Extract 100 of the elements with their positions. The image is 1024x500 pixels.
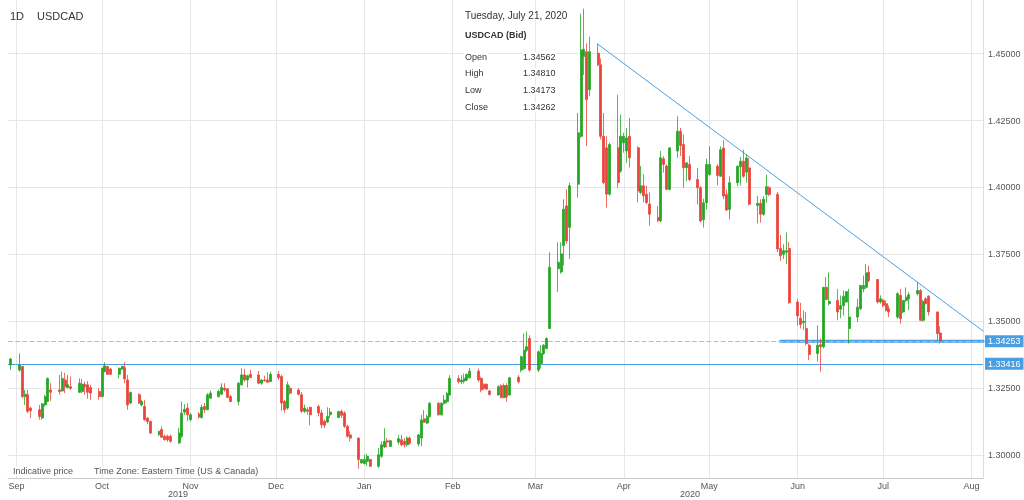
candlestick	[936, 311, 939, 342]
candlestick	[565, 188, 568, 245]
candlestick	[739, 156, 742, 186]
candlestick	[716, 164, 719, 186]
candlestick	[876, 278, 879, 305]
annotation: USDCAD (Bid)	[465, 29, 527, 40]
candlestick	[118, 367, 121, 379]
text: USDCAD	[37, 9, 84, 22]
candlestick	[86, 380, 89, 400]
candlestick	[808, 343, 811, 361]
x-tick-label: Oct	[95, 480, 110, 491]
annotation: Tuesday, July 21, 2020	[465, 9, 568, 21]
candlestick	[836, 288, 839, 321]
candlestick	[488, 389, 491, 396]
candlestick	[9, 357, 12, 371]
candlestick	[805, 311, 808, 346]
text: 2019	[167, 488, 189, 499]
annotation: Open	[465, 51, 488, 62]
candlestick	[825, 276, 828, 301]
candlestick	[802, 310, 805, 331]
data-label: 1.34253	[988, 336, 1021, 347]
candlestick	[657, 205, 660, 223]
candlestick	[286, 381, 289, 411]
candlestick	[628, 117, 631, 169]
candlestick	[839, 294, 842, 319]
candlestick	[676, 115, 679, 159]
candlestick	[246, 374, 249, 388]
candlestick	[220, 382, 223, 396]
candlestick	[548, 251, 551, 329]
x-tick-label: Aug	[963, 480, 980, 491]
candlestick	[169, 434, 172, 444]
candlestick	[369, 458, 372, 468]
x-tick-label: Sep	[8, 480, 25, 491]
annotation: Close	[465, 101, 489, 112]
candlestick	[320, 409, 323, 429]
candlestick	[109, 367, 112, 376]
candlestick	[420, 414, 423, 447]
candlestick	[882, 298, 885, 308]
candlestick	[400, 434, 403, 447]
candlestick	[759, 198, 762, 223]
candlestick	[326, 406, 329, 424]
candlestick	[366, 453, 369, 467]
candlestick	[799, 302, 802, 329]
candlestick	[89, 384, 92, 401]
candlestick	[143, 399, 146, 422]
candlestick	[437, 401, 440, 417]
candlestick	[423, 409, 426, 424]
ref-line-label: 1.33416	[988, 358, 1021, 369]
candlestick	[528, 334, 531, 373]
candlestick	[848, 288, 851, 344]
candlestick	[300, 391, 303, 414]
x-tick-label: May	[700, 480, 719, 491]
candlestick	[61, 371, 64, 392]
x-tick-label: Apr	[616, 480, 631, 491]
y-tick-label: 1.35000	[988, 316, 1021, 327]
candlestick	[263, 375, 266, 382]
candlestick	[360, 458, 363, 464]
candlestick	[186, 402, 189, 422]
candlestick	[249, 369, 252, 379]
candlestick	[497, 384, 500, 396]
candlestick	[21, 365, 24, 399]
candlestick	[685, 162, 688, 182]
candlestick	[719, 145, 722, 178]
x-tick-label: Feb	[444, 480, 461, 491]
candlestick	[257, 370, 260, 385]
candlestick	[642, 173, 645, 203]
candlestick	[260, 378, 263, 386]
candlestick	[468, 367, 471, 379]
candlestick	[788, 241, 791, 305]
candlestick	[280, 374, 283, 412]
candlestick	[303, 404, 306, 414]
candlestick	[796, 298, 799, 326]
candlestick	[269, 371, 272, 383]
candlestick	[927, 294, 930, 316]
candlestick	[203, 402, 206, 414]
annotation: 1.34262	[523, 101, 556, 112]
candlestick	[403, 437, 406, 448]
candlestick	[816, 324, 819, 363]
candlestick	[69, 376, 72, 391]
candlestick	[785, 232, 788, 265]
candlestick	[688, 155, 691, 182]
candlestick	[206, 392, 209, 411]
candlestick	[588, 36, 591, 97]
y-tick-label: 1.37500	[988, 249, 1021, 260]
candlestick	[819, 338, 822, 373]
candlestick	[899, 288, 902, 325]
annotation: High	[465, 67, 484, 78]
candlestick	[243, 368, 246, 382]
candlestick	[842, 290, 845, 316]
y-tick-label: 1.40000	[988, 182, 1021, 193]
annotation: Low	[465, 84, 483, 95]
candlestick	[517, 374, 520, 384]
candlestick	[363, 454, 366, 466]
candlestick	[742, 149, 745, 179]
candlestick	[386, 437, 389, 448]
candlestick	[266, 371, 269, 384]
annotation: 1.34562	[523, 51, 556, 62]
candlestick	[828, 271, 831, 306]
candlestick	[18, 353, 21, 373]
candlestick	[585, 42, 588, 147]
